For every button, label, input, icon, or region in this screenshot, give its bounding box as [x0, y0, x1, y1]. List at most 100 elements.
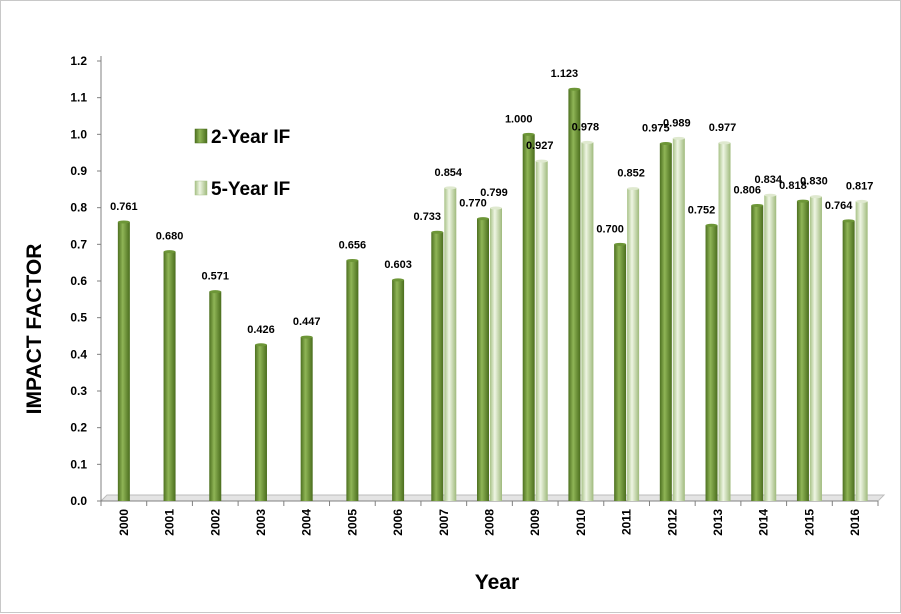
bar-2year: [522, 134, 535, 502]
data-label-2year: 0.818: [779, 180, 807, 192]
bar-2year: [796, 201, 809, 502]
data-label-2year: 0.571: [201, 271, 229, 283]
bar-2year: [209, 291, 222, 501]
y-tick-label: 0.1: [70, 457, 87, 471]
bar-2year: [842, 220, 855, 501]
data-label-2year: 0.764: [825, 200, 853, 212]
x-tick-label: 2015: [802, 509, 816, 536]
bar-5year: [718, 142, 731, 501]
data-label-2year: 0.426: [247, 324, 275, 336]
data-label-2year: 0.700: [596, 223, 624, 235]
bar-5year-top: [490, 206, 502, 210]
x-tick-label: 2001: [163, 509, 177, 536]
data-label-2year: 0.603: [384, 259, 412, 271]
data-label-2year: 0.447: [293, 316, 321, 328]
bar-2year: [254, 344, 267, 501]
x-tick-label: 2016: [848, 509, 862, 536]
bar-5year-top: [535, 159, 548, 163]
bar-2year: [300, 337, 313, 501]
x-tick-label: 2010: [574, 509, 588, 536]
bar-5year: [581, 142, 594, 501]
bar-5year-top: [855, 199, 868, 203]
data-label-5year: 0.817: [846, 180, 874, 192]
data-label-5year: 0.927: [526, 140, 554, 152]
bar-2year: [614, 244, 627, 502]
bar-5year: [627, 188, 640, 501]
data-label-5year: 0.834: [754, 174, 782, 186]
bar-5year: [490, 208, 502, 502]
bar-5year-top: [444, 186, 457, 190]
bar-5year-top: [581, 140, 594, 144]
legend-swatch-5year: [194, 180, 208, 196]
bar-5year-top: [672, 136, 685, 140]
bar-2year: [117, 221, 130, 501]
x-tick-label: 2002: [208, 509, 222, 536]
bar-2year-top: [659, 142, 672, 145]
legend-swatch-2year: [194, 128, 208, 144]
y-axis-title: IMPACT FACTOR: [23, 244, 46, 415]
bar-2year: [346, 260, 359, 501]
y-tick-label: 0.4: [70, 347, 87, 361]
data-label-2year: 0.656: [339, 239, 367, 251]
bar-2year-top: [392, 278, 405, 282]
bar-2year-top: [568, 87, 581, 91]
data-label-2year: 0.975: [642, 123, 670, 135]
bar-5year-top: [764, 193, 777, 197]
bar-5year: [535, 161, 548, 501]
x-tick-label: 2007: [437, 509, 451, 536]
bar-5year-top: [718, 141, 731, 145]
bar-2year-top: [522, 132, 535, 136]
y-tick-label: 0.5: [70, 311, 87, 325]
x-tick-label: 2012: [665, 509, 679, 536]
bar-2year-top: [614, 242, 627, 246]
bar-2year-top: [254, 343, 267, 347]
data-label-2year: 1.123: [551, 68, 579, 80]
bar-2year: [568, 89, 581, 501]
bar-2year: [705, 225, 718, 501]
bar-5year: [764, 195, 777, 501]
bar-2year: [659, 143, 672, 501]
bar-2year-top: [209, 290, 222, 294]
data-label-2year: 0.752: [688, 204, 716, 216]
bar-2year: [392, 279, 405, 501]
x-tick-label: 2011: [620, 509, 634, 535]
bar-2year-top: [117, 220, 130, 224]
legend-label-2year: 2-Year IF: [211, 127, 290, 148]
data-label-5year: 0.978: [572, 121, 600, 133]
y-tick-label: 0.9: [70, 164, 87, 178]
data-label-2year: 0.761: [110, 201, 138, 213]
data-label-5year: 0.854: [435, 167, 463, 179]
bar-2year: [431, 232, 444, 501]
data-label-2year: 0.806: [733, 184, 761, 196]
y-tick-label: 0.7: [70, 237, 87, 251]
bar-2year-top: [842, 219, 855, 223]
bar-5year-top: [627, 187, 640, 191]
bar-2year-top: [163, 250, 176, 254]
data-label-2year: 0.680: [156, 231, 184, 243]
bar-2year-top: [346, 258, 359, 262]
x-tick-label: 2004: [300, 509, 314, 536]
bar-5year: [672, 138, 685, 501]
data-label-2year: 0.733: [414, 211, 442, 223]
data-label-5year: 0.989: [663, 117, 691, 129]
bar-2year-top: [431, 230, 444, 234]
legend-label-5year: 5-Year IF: [211, 179, 290, 200]
y-tick-label: 0.8: [70, 201, 87, 215]
x-axis-title: Year: [475, 571, 519, 594]
x-tick-label: 2005: [345, 509, 359, 536]
x-tick-label: 2013: [711, 509, 725, 536]
y-tick-label: 1.1: [70, 91, 87, 105]
bar-5year: [444, 187, 457, 501]
data-label-5year: 0.830: [800, 176, 828, 188]
x-tick-label: 2003: [254, 509, 268, 536]
x-tick-label: 2014: [757, 509, 771, 536]
bar-5year-top: [809, 195, 822, 199]
bar-5year: [809, 196, 822, 501]
bar-2year-top: [705, 223, 718, 227]
y-tick-label: 0.0: [70, 494, 87, 508]
bar-2year-top: [477, 217, 489, 221]
y-tick-label: 0.2: [70, 421, 87, 435]
data-label-5year: 0.852: [617, 168, 645, 180]
